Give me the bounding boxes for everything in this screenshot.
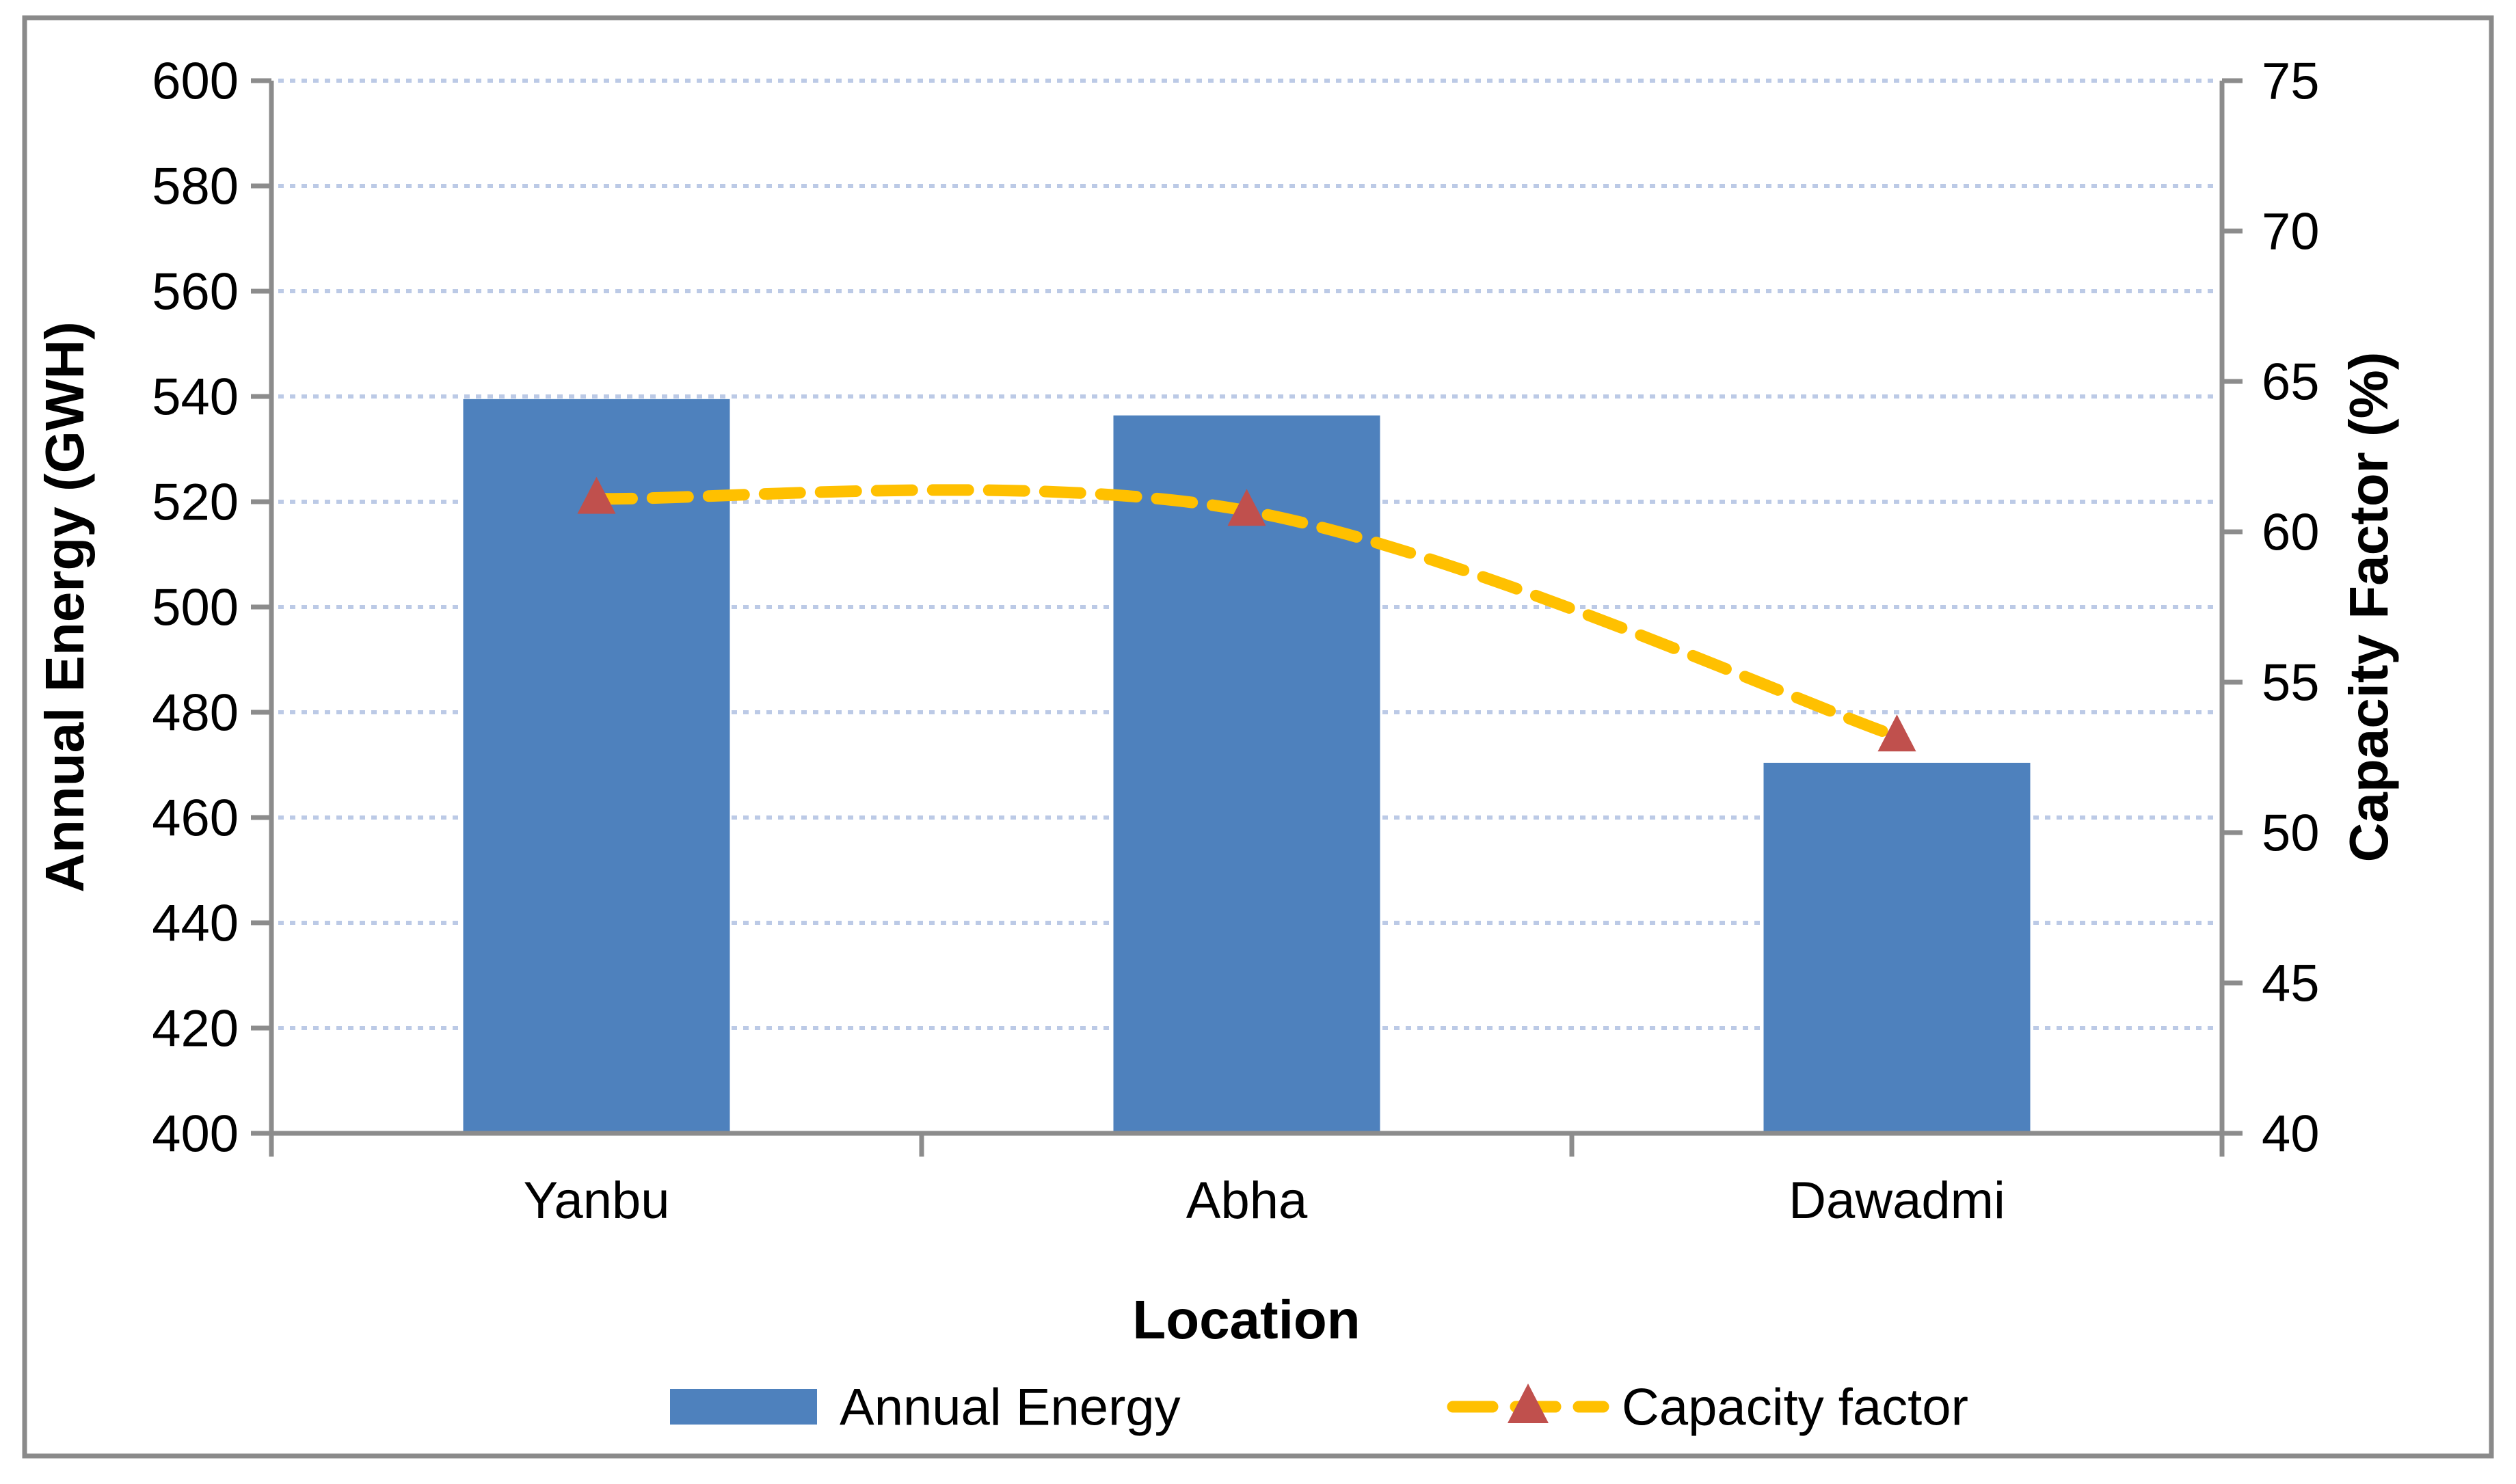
left-tick-label-580: 580	[152, 158, 239, 216]
left-tick-label-420: 420	[152, 1000, 239, 1058]
left-tick-label-540: 540	[152, 368, 239, 427]
category-label-abha: Abha	[1186, 1172, 1308, 1230]
legend-swatch-triangle-icon	[1508, 1384, 1549, 1423]
right-tick-label-45: 45	[2262, 955, 2320, 1013]
left-tick-label-440: 440	[152, 895, 239, 953]
x-axis-title: Location	[1132, 1289, 1360, 1350]
right-tick-label-55: 55	[2262, 654, 2320, 712]
right-tick-label-50: 50	[2262, 805, 2320, 863]
category-label-dawadmi: Dawadmi	[1789, 1172, 2005, 1230]
left-axis-title: Annual Energy (GWH)	[34, 321, 95, 893]
left-tick-label-480: 480	[152, 684, 239, 742]
right-tick-label-75: 75	[2262, 53, 2320, 111]
right-tick-label-70: 70	[2262, 203, 2320, 261]
bar-dawadmi[interactable]	[1763, 762, 2031, 1133]
right-tick-label-60: 60	[2262, 504, 2320, 562]
marker-yanbu[interactable]	[577, 476, 616, 514]
chart-border	[22, 15, 2494, 1459]
legend-entry-capacity-factor[interactable]: Capacity factor	[1447, 1379, 1968, 1437]
right-tick-label-65: 65	[2262, 353, 2320, 412]
left-tick-label-520: 520	[152, 474, 239, 532]
left-tick-label-500: 500	[152, 579, 239, 637]
right-axis-title: Capacity Factor (%)	[2338, 352, 2399, 863]
right-tick-label-40: 40	[2262, 1105, 2320, 1163]
legend-label-annual-energy: Annual Energy	[840, 1379, 1181, 1437]
marker-dawadmi[interactable]	[1877, 714, 1916, 752]
marker-abha[interactable]	[1227, 489, 1266, 526]
bar-yanbu[interactable]	[463, 399, 730, 1133]
legend: Annual Energy Capacity factor	[670, 1379, 1968, 1437]
left-tick-label-400: 400	[152, 1105, 239, 1163]
left-tick-label-600: 600	[152, 53, 239, 111]
legend-label-capacity-factor: Capacity factor	[1622, 1379, 1968, 1437]
legend-swatch-bar	[670, 1389, 817, 1425]
category-label-yanbu: Yanbu	[523, 1172, 669, 1230]
legend-entry-annual-energy[interactable]: Annual Energy	[670, 1379, 1181, 1437]
left-tick-label-560: 560	[152, 263, 239, 321]
left-tick-label-460: 460	[152, 790, 239, 848]
